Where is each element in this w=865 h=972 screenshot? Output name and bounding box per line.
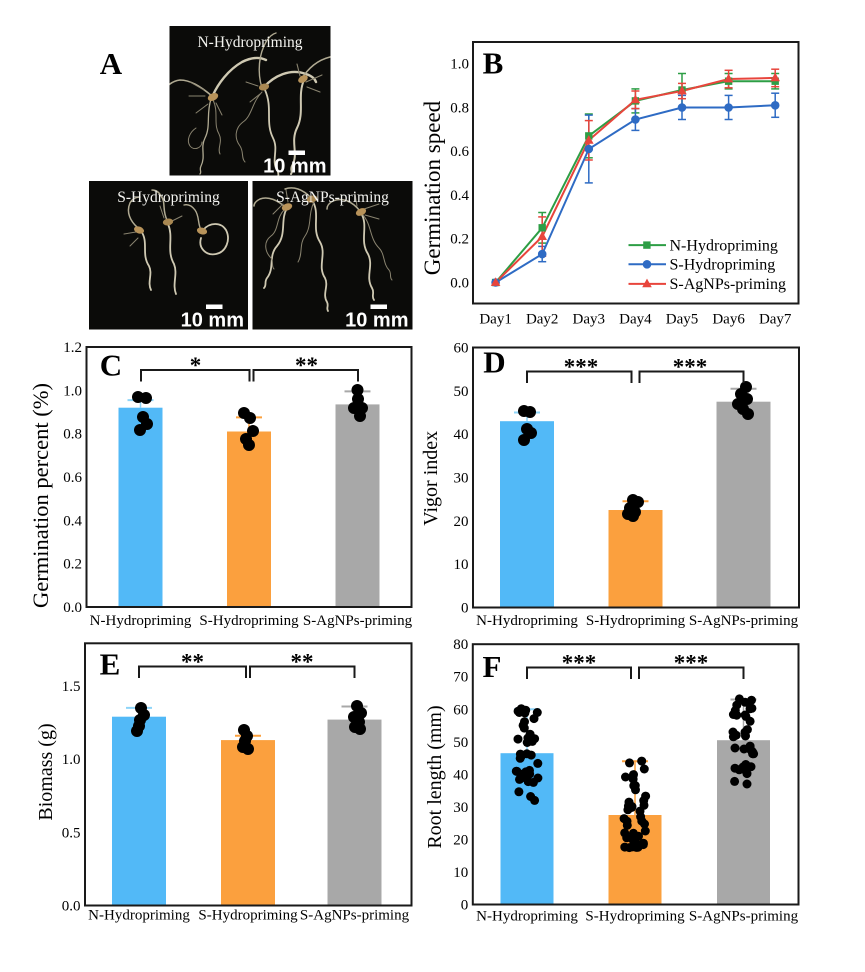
svg-text:0.0: 0.0 — [62, 899, 81, 915]
svg-text:60: 60 — [453, 702, 468, 718]
svg-text:1.2: 1.2 — [63, 340, 82, 356]
svg-text:40: 40 — [453, 767, 468, 783]
svg-text:0: 0 — [461, 898, 469, 914]
svg-text:10 mm: 10 mm — [263, 156, 326, 178]
svg-text:N-Hydropriming: N-Hydropriming — [88, 908, 190, 924]
svg-text:D: D — [483, 345, 505, 380]
svg-text:S-Hydropriming: S-Hydropriming — [117, 189, 220, 206]
svg-text:N-Hydropriming: N-Hydropriming — [476, 613, 578, 629]
svg-text:S-AgNPs-priming: S-AgNPs-priming — [303, 613, 413, 629]
svg-text:S-AgNPs-priming: S-AgNPs-priming — [300, 908, 410, 924]
svg-text:C: C — [100, 348, 122, 383]
svg-text:80: 80 — [453, 637, 468, 653]
svg-text:Day3: Day3 — [573, 312, 606, 328]
svg-text:10 mm: 10 mm — [181, 310, 244, 332]
svg-text:Germination percent (%): Germination percent (%) — [28, 383, 53, 608]
svg-text:Day2: Day2 — [526, 312, 559, 328]
svg-text:S-Hydropriming: S-Hydropriming — [586, 613, 686, 629]
svg-text:10: 10 — [454, 557, 469, 573]
svg-text:0.4: 0.4 — [63, 513, 82, 529]
svg-text:50: 50 — [454, 384, 469, 400]
svg-text:1.5: 1.5 — [62, 679, 81, 695]
svg-text:***: *** — [674, 651, 709, 676]
svg-text:20: 20 — [454, 514, 469, 530]
svg-text:60: 60 — [454, 341, 469, 357]
svg-text:N-Hydropriming: N-Hydropriming — [197, 34, 302, 51]
svg-text:S-AgNPs-priming: S-AgNPs-priming — [670, 276, 786, 293]
svg-text:E: E — [100, 647, 121, 682]
svg-text:Vigor index: Vigor index — [420, 431, 442, 526]
svg-text:Root length (mm): Root length (mm) — [424, 705, 446, 848]
svg-text:Day1: Day1 — [479, 312, 512, 328]
svg-text:50: 50 — [453, 735, 468, 751]
svg-text:S-AgNPs-priming: S-AgNPs-priming — [276, 189, 389, 206]
svg-text:Day6: Day6 — [712, 312, 745, 328]
svg-text:20: 20 — [453, 832, 468, 848]
svg-text:*: * — [190, 353, 202, 378]
svg-text:S-Hydropriming: S-Hydropriming — [585, 909, 685, 925]
svg-text:S-AgNPs-priming: S-AgNPs-priming — [689, 909, 799, 925]
svg-text:0: 0 — [461, 601, 469, 617]
svg-text:A: A — [100, 46, 123, 81]
svg-text:0.5: 0.5 — [62, 825, 81, 841]
svg-text:10 mm: 10 mm — [345, 310, 408, 332]
svg-text:70: 70 — [453, 670, 468, 686]
svg-text:1.0: 1.0 — [450, 57, 469, 73]
svg-text:Day5: Day5 — [666, 312, 699, 328]
svg-text:Biomass (g): Biomass (g) — [35, 723, 57, 820]
svg-text:N-Hydropriming: N-Hydropriming — [476, 909, 578, 925]
svg-text:0.6: 0.6 — [450, 144, 469, 160]
svg-text:0.2: 0.2 — [63, 557, 82, 573]
svg-text:S-Hydropriming: S-Hydropriming — [198, 908, 298, 924]
svg-text:0.0: 0.0 — [450, 276, 469, 292]
svg-text:30: 30 — [453, 800, 468, 816]
svg-text:0.4: 0.4 — [450, 188, 469, 204]
svg-text:S-Hydropriming: S-Hydropriming — [670, 257, 776, 274]
svg-text:***: *** — [673, 355, 708, 380]
svg-text:1.0: 1.0 — [62, 752, 81, 768]
svg-text:S-AgNPs-priming: S-AgNPs-priming — [689, 613, 799, 629]
svg-text:1.0: 1.0 — [63, 383, 82, 399]
svg-text:***: *** — [564, 355, 599, 380]
svg-text:N-Hydropriming: N-Hydropriming — [90, 613, 192, 629]
svg-text:***: *** — [562, 651, 597, 676]
svg-text:40: 40 — [454, 427, 469, 443]
svg-text:0.2: 0.2 — [450, 232, 469, 248]
svg-text:0.8: 0.8 — [450, 101, 469, 117]
svg-text:0.8: 0.8 — [63, 427, 82, 443]
svg-text:**: ** — [181, 650, 204, 675]
svg-text:B: B — [483, 46, 504, 81]
svg-text:N-Hydropriming: N-Hydropriming — [670, 237, 778, 254]
svg-text:30: 30 — [454, 471, 469, 487]
svg-text:Day4: Day4 — [619, 312, 652, 328]
svg-text:10: 10 — [453, 865, 468, 881]
svg-text:S-Hydropriming: S-Hydropriming — [199, 613, 299, 629]
svg-text:Day7: Day7 — [759, 312, 792, 328]
svg-text:**: ** — [295, 353, 318, 378]
svg-text:0.0: 0.0 — [63, 600, 82, 616]
svg-text:F: F — [483, 649, 502, 684]
svg-text:**: ** — [291, 650, 314, 675]
svg-text:0.6: 0.6 — [63, 470, 82, 486]
svg-text:Germination speed: Germination speed — [420, 100, 445, 275]
